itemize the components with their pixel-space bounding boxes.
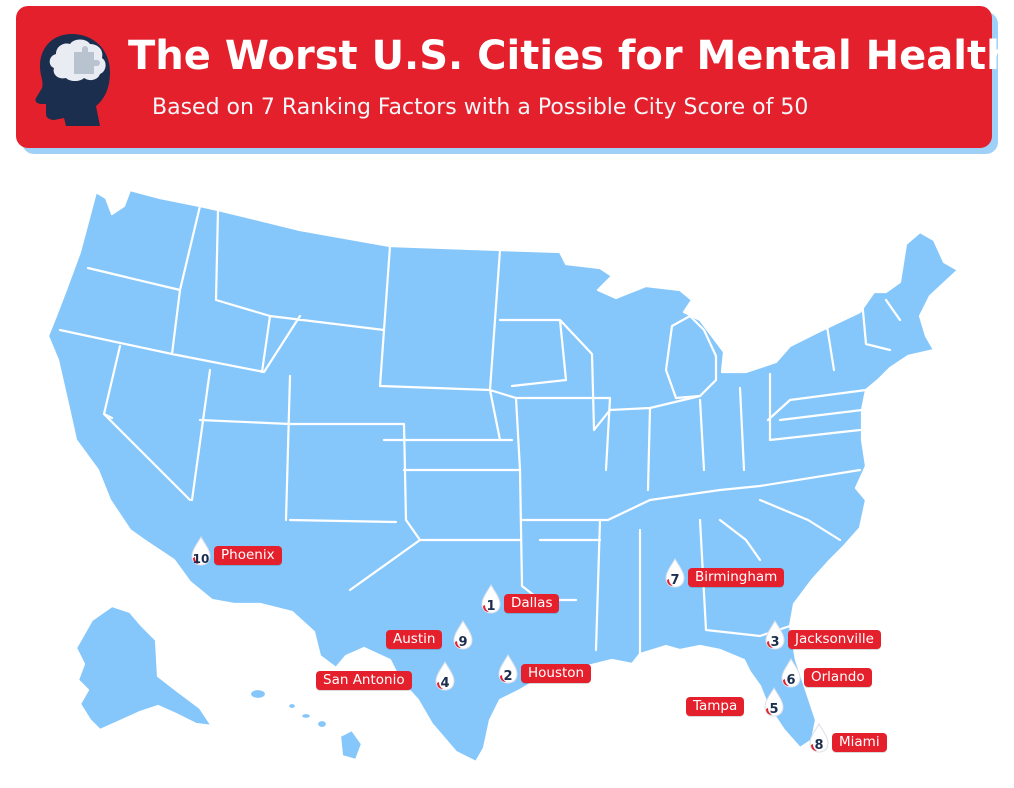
rank-number: 9: [458, 635, 468, 650]
rank-drop-icon: [480, 584, 502, 614]
michigan-lower-peninsula: [664, 314, 718, 400]
city-label: Jacksonville: [788, 630, 881, 649]
page-title: The Worst U.S. Cities for Mental Health: [128, 33, 1014, 79]
rank-drop-icon: [190, 536, 212, 566]
rank-number: 8: [814, 738, 824, 753]
rank-number: 6: [786, 673, 796, 688]
hawaii-island-2: [299, 711, 313, 721]
alaska-island: [248, 687, 268, 701]
rank-drop-icon: [763, 687, 785, 717]
rank-number: 1: [486, 599, 496, 614]
city-label: San Antonio: [316, 671, 412, 690]
city-label: Orlando: [804, 668, 872, 687]
rank-number: 7: [670, 573, 680, 588]
city-label: Dallas: [504, 594, 560, 613]
rank-drop-icon: [664, 558, 686, 588]
rank-number: 2: [503, 669, 513, 684]
title-banner: [16, 6, 992, 148]
rank-number: 10: [192, 552, 210, 566]
rank-number: 5: [769, 702, 779, 717]
rank-drop-icon: [452, 620, 474, 650]
city-label: Birmingham: [688, 568, 785, 587]
hawaii-island-1: [286, 701, 298, 711]
rank-number: 3: [770, 635, 780, 650]
rank-drop-icon: [497, 654, 519, 684]
hawaii-big-island: [338, 728, 364, 762]
city-label: Austin: [386, 630, 443, 649]
head-with-puzzle-brain-icon: [35, 34, 110, 126]
alaska-shape: [74, 604, 214, 732]
city-label: Miami: [832, 733, 887, 752]
rank-drop-icon: [764, 620, 786, 650]
state-borders: [58, 204, 902, 656]
city-label: Phoenix: [214, 546, 282, 565]
rank-drop-icon: [808, 723, 830, 753]
page-subtitle: Based on 7 Ranking Factors with a Possib…: [152, 95, 809, 120]
hawaii-island-3: [315, 718, 329, 730]
rank-drop-icon: [780, 658, 802, 688]
city-label: Tampa: [686, 697, 745, 716]
contiguous-us-shape: [46, 188, 960, 764]
city-label: Houston: [521, 664, 592, 683]
rank-drop-icon: [434, 661, 456, 691]
rank-number: 4: [440, 676, 450, 691]
